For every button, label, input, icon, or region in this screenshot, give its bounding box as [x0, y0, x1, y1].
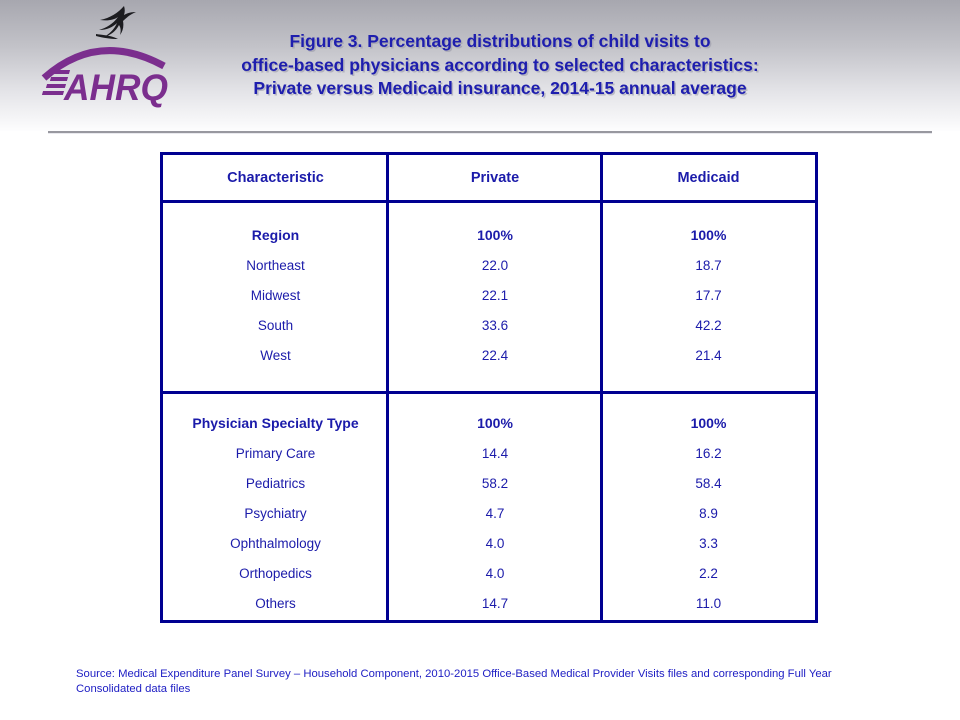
table-section: Region 100% 100% Northeast 22.0 18.7 Midwest 22… [163, 203, 815, 391]
section-header-row: Region 100% 100% [163, 220, 815, 250]
row-label: Physician Specialty Type [192, 415, 359, 431]
row-value-medicaid: 8.9 [699, 505, 718, 521]
hhs-eagle-icon [96, 6, 136, 39]
row-value-medicaid: 58.4 [695, 475, 722, 491]
row-label: Orthopedics [239, 565, 312, 581]
data-table: Characteristic Private Medicaid Region 10… [160, 152, 818, 623]
section-header-row: Physician Specialty Type 100% 100% [163, 408, 815, 438]
row-label: South [257, 317, 294, 333]
table-header-row: Characteristic Private Medicaid [163, 155, 815, 203]
figure-title: Figure 3. Percentage distributions of ch… [241, 31, 759, 98]
row-value-medicaid: 16.2 [695, 445, 722, 461]
row-label: Primary Care [235, 445, 316, 461]
table-row: Ophthalmology 4.0 3.3 [163, 528, 815, 558]
row-value-private: 14.7 [481, 595, 509, 611]
row-value-private: 22.1 [481, 287, 509, 303]
logo-arc [41, 47, 166, 81]
row-value-private: 4.0 [485, 565, 505, 581]
row-value-private: 33.6 [481, 317, 509, 333]
row-value-private: 100% [477, 227, 513, 243]
table-row: South 33.6 42.2 [163, 310, 815, 340]
row-value-medicaid: 3.3 [699, 535, 718, 551]
row-value-medicaid: 18.7 [695, 257, 722, 273]
row-label: Northeast [246, 257, 305, 273]
row-value-medicaid: 2.2 [699, 565, 718, 581]
row-value-private: 58.2 [481, 475, 509, 491]
row-value-private: 100% [477, 415, 513, 431]
row-value-private: 22.4 [481, 347, 509, 363]
table-row: Pediatrics 58.2 58.4 [163, 468, 815, 498]
row-label: Ophthalmology [230, 535, 321, 551]
row-value-medicaid: 42.2 [695, 317, 722, 333]
row-value-medicaid: 17.7 [695, 287, 722, 303]
column-separator [386, 155, 389, 620]
row-value-private: 22.0 [481, 257, 509, 273]
ahrq-wordmark: AHRQ [63, 67, 168, 108]
table-section: Physician Specialty Type 100% 100% Primary … [163, 391, 815, 618]
row-label: Region [251, 227, 300, 243]
row-label: Psychiatry [244, 505, 307, 521]
table-row: Orthopedics 4.0 2.2 [163, 558, 815, 588]
row-value-private: 4.0 [485, 535, 505, 551]
table-row: Psychiatry 4.7 8.9 [163, 498, 815, 528]
table-row: West 22.4 21.4 [163, 340, 815, 370]
table-body: Region 100% 100% Northeast 22.0 18.7 Midwest 22… [163, 203, 815, 618]
column-header-characteristic: Characteristic [227, 169, 324, 186]
row-value-medicaid: 21.4 [695, 347, 722, 363]
row-label: Others [255, 595, 296, 611]
row-value-private: 14.4 [481, 445, 509, 461]
row-value-medicaid: 11.0 [695, 595, 722, 611]
row-label: Pediatrics [245, 475, 306, 491]
column-header-private: Private [470, 169, 520, 186]
row-label: Midwest [250, 287, 301, 303]
table-row: Primary Care 14.4 16.2 [163, 438, 815, 468]
table-row: Others 14.7 11.0 [163, 588, 815, 618]
header-divider-line [48, 131, 932, 133]
row-value-medicaid: 100% [690, 415, 727, 431]
column-separator [600, 155, 603, 620]
table-row: Midwest 22.1 17.7 [163, 280, 815, 310]
row-value-private: 4.7 [485, 505, 505, 521]
table-row: Northeast 22.0 18.7 [163, 250, 815, 280]
row-label: West [260, 347, 291, 363]
column-header-medicaid: Medicaid [677, 169, 740, 186]
ahrq-logo: AHRQ [36, 4, 172, 110]
row-value-medicaid: 100% [690, 227, 727, 243]
ahrq-logo-graphic: AHRQ [41, 6, 168, 108]
source-note: Source: Medical Expenditure Panel Survey… [76, 668, 832, 695]
